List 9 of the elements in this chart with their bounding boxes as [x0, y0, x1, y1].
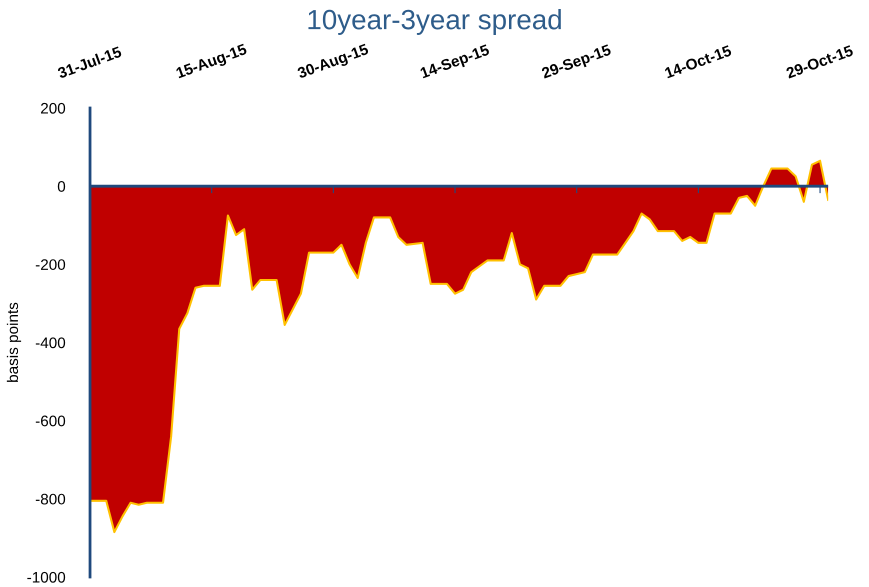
y-tick-label: 0: [58, 181, 66, 192]
y-tick-label: -1000: [27, 572, 66, 583]
y-tick-label: 200: [41, 102, 66, 114]
y-axis-title: basis points: [6, 302, 22, 382]
y-tick-label: -800: [36, 494, 66, 505]
y-tick-label: -200: [36, 259, 66, 270]
y-tick-label: -600: [36, 416, 66, 426]
y-tick-label: -400: [36, 337, 66, 348]
chart-title: 10year-3year spread: [308, 9, 561, 35]
